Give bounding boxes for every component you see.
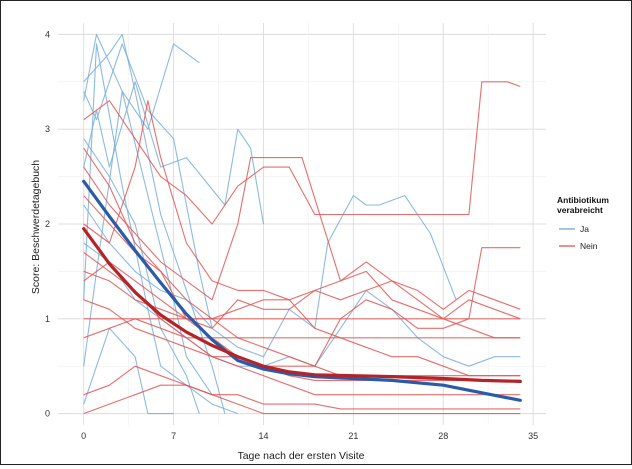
patient-line-nein [83,147,521,381]
trend-line-ja [82,179,522,402]
y-tick-label: 1 [45,314,50,324]
y-tick-label: 2 [45,219,50,229]
patient-line-nein [83,270,521,339]
legend-label-nein: Nein [580,241,598,251]
x-axis-title: Tage nach der ersten Visite [237,450,364,462]
patient-line-nein [83,299,521,377]
patient-line-nein [83,157,521,320]
individual-lines [83,33,521,415]
patient-line-nein [83,251,521,396]
grid [58,23,546,425]
x-tick-label: 21 [348,431,358,441]
patient-line-nein [83,261,521,329]
patient-line-ja [83,43,238,415]
tick-labels: 0 7 14 21 28 35 0 1 2 3 4 [45,29,538,441]
y-tick-label: 0 [45,409,50,419]
trend-line-nein [82,227,522,383]
legend: Antibiotikum verabreicht Ja Nein [557,195,611,251]
legend-title: Antibiotikum verabreicht [557,195,611,215]
patient-line-nein [83,81,521,225]
patient-line-ja [83,327,174,415]
y-axis-title: Score: Beschwerdetagebuch [30,160,42,294]
patient-line-nein [83,384,521,415]
x-tick-label: 35 [528,431,538,441]
trend-lines [82,179,522,402]
patient-line-ja [83,81,265,225]
x-tick-label: 14 [258,431,268,441]
x-tick-label: 28 [438,431,448,441]
y-tick-label: 3 [45,124,50,134]
legend-label-ja: Ja [580,224,589,234]
patient-line-ja [83,43,213,329]
patient-line-nein [83,318,521,339]
patient-line-nein [83,195,521,367]
patient-line-ja [83,195,457,358]
x-tick-label: 0 [81,431,86,441]
x-tick-label: 7 [171,431,176,441]
patient-line-nein [83,100,521,377]
patient-line-ja [83,138,200,414]
y-tick-label: 4 [45,29,50,39]
patient-line-nein [83,365,521,410]
